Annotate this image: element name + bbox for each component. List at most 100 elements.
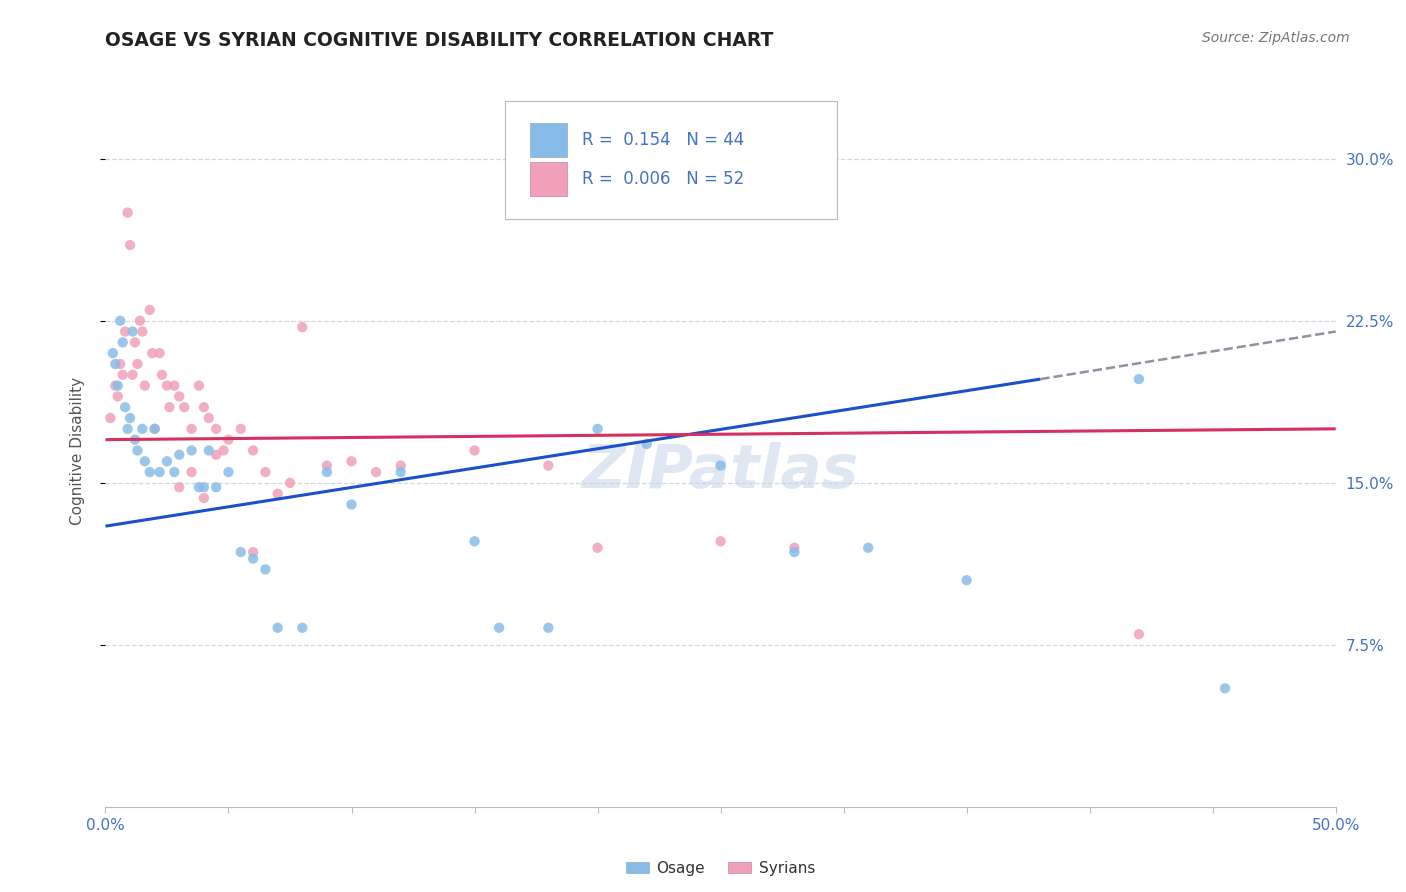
Point xyxy=(121,368,143,382)
Point xyxy=(537,621,560,635)
Point xyxy=(254,562,277,576)
Point xyxy=(120,238,141,252)
Point xyxy=(366,465,388,479)
Point xyxy=(114,325,136,339)
Point xyxy=(107,378,129,392)
Point xyxy=(150,368,173,382)
Point xyxy=(143,422,166,436)
Point xyxy=(143,422,166,436)
Point xyxy=(127,357,149,371)
Point xyxy=(104,357,127,371)
Point xyxy=(229,422,252,436)
Point xyxy=(134,454,156,468)
Point xyxy=(101,346,124,360)
Point xyxy=(131,422,153,436)
Point xyxy=(278,475,301,490)
Point xyxy=(229,545,252,559)
Point xyxy=(464,534,486,549)
Point xyxy=(242,551,264,566)
Text: Source: ZipAtlas.com: Source: ZipAtlas.com xyxy=(1202,31,1350,45)
Point xyxy=(1128,627,1150,641)
Point xyxy=(163,378,186,392)
Point xyxy=(858,541,880,555)
Point xyxy=(636,437,658,451)
Point xyxy=(956,573,979,587)
Point xyxy=(134,378,156,392)
Text: OSAGE VS SYRIAN COGNITIVE DISABILITY CORRELATION CHART: OSAGE VS SYRIAN COGNITIVE DISABILITY COR… xyxy=(105,31,773,50)
Point xyxy=(149,465,172,479)
Point xyxy=(138,302,162,317)
Point xyxy=(98,411,122,425)
Point xyxy=(149,346,172,360)
FancyBboxPatch shape xyxy=(505,101,838,219)
Point xyxy=(218,465,240,479)
Point xyxy=(586,541,609,555)
Bar xyxy=(530,162,567,196)
Text: R =  0.154   N = 44: R = 0.154 N = 44 xyxy=(582,131,744,149)
Point xyxy=(127,443,149,458)
Point xyxy=(193,491,215,505)
Point xyxy=(114,401,136,415)
Point xyxy=(180,422,202,436)
Point xyxy=(315,458,337,473)
Point xyxy=(340,454,363,468)
Point xyxy=(138,465,162,479)
Point xyxy=(169,448,191,462)
Point xyxy=(188,480,211,494)
Point xyxy=(783,545,806,559)
Point xyxy=(156,378,179,392)
Point xyxy=(141,346,163,360)
Point xyxy=(163,465,186,479)
Text: ZIPatlas: ZIPatlas xyxy=(582,442,859,501)
Point xyxy=(389,458,412,473)
Point xyxy=(173,401,195,415)
Text: R =  0.006   N = 52: R = 0.006 N = 52 xyxy=(582,170,744,188)
Point xyxy=(537,458,560,473)
Point xyxy=(205,480,228,494)
Point xyxy=(121,325,143,339)
Point xyxy=(110,314,132,328)
Point xyxy=(212,443,235,458)
Point xyxy=(389,465,412,479)
Point xyxy=(117,422,139,436)
Point xyxy=(159,401,180,415)
Point xyxy=(315,465,337,479)
Point xyxy=(242,443,264,458)
Point xyxy=(464,443,486,458)
Point xyxy=(1128,372,1150,386)
Point xyxy=(156,454,179,468)
Y-axis label: Cognitive Disability: Cognitive Disability xyxy=(70,376,84,524)
Point xyxy=(710,458,733,473)
Point xyxy=(291,320,314,334)
Point xyxy=(111,368,134,382)
Point xyxy=(104,378,127,392)
Point xyxy=(117,205,139,219)
Point xyxy=(488,621,510,635)
Point xyxy=(197,411,221,425)
Point xyxy=(180,443,202,458)
Point xyxy=(120,411,141,425)
Point xyxy=(291,621,314,635)
Point xyxy=(188,378,211,392)
Point xyxy=(129,314,152,328)
Point xyxy=(267,621,290,635)
Point xyxy=(169,389,191,403)
Point xyxy=(180,465,202,479)
Point xyxy=(267,486,290,500)
Point xyxy=(340,498,363,512)
Point xyxy=(710,534,733,549)
Point xyxy=(1213,681,1236,696)
Bar xyxy=(530,123,567,157)
Point xyxy=(124,433,146,447)
Legend: Osage, Syrians: Osage, Syrians xyxy=(620,855,821,881)
Point xyxy=(783,541,806,555)
Point xyxy=(586,422,609,436)
Point xyxy=(131,325,153,339)
Point xyxy=(193,480,215,494)
Point xyxy=(242,545,264,559)
Point xyxy=(218,433,240,447)
Point xyxy=(205,448,228,462)
Point xyxy=(107,389,129,403)
Point xyxy=(124,335,146,350)
Point xyxy=(111,335,134,350)
